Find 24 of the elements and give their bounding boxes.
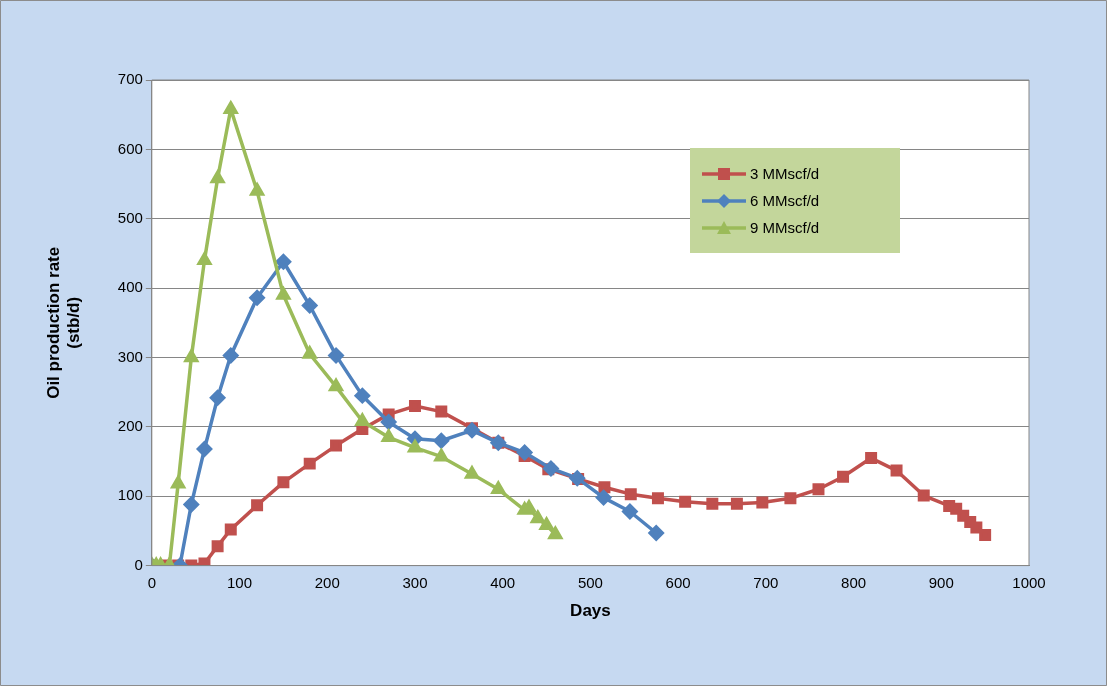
x-tick-label: 0 <box>147 573 156 591</box>
y-tick-label: 0 <box>134 555 143 573</box>
y-tick-label: 300 <box>117 347 143 365</box>
y-axis-title: Oil production rate (stb/d) <box>43 246 84 399</box>
y-tick-label: 700 <box>117 70 143 88</box>
legend-label: 9 MMscf/d <box>750 219 820 236</box>
x-axis-title: Days <box>570 601 611 621</box>
x-tick-label: 300 <box>402 573 428 591</box>
x-tick-label: 700 <box>753 573 779 591</box>
y-tick-label: 500 <box>117 208 143 226</box>
x-tick-label: 200 <box>314 573 340 591</box>
y-tick-label: 200 <box>117 417 143 434</box>
legend-label: 3 MMscf/d <box>750 165 820 182</box>
x-tick-label: 1000 <box>1012 573 1046 591</box>
x-tick-label: 500 <box>577 573 603 591</box>
x-tick-label: 400 <box>490 573 516 591</box>
y-tick-label: 400 <box>117 278 143 296</box>
y-tick-label: 600 <box>117 139 143 157</box>
x-tick-label: 100 <box>227 573 253 591</box>
x-tick-label: 800 <box>841 573 867 591</box>
x-tick-label: 600 <box>665 573 691 591</box>
legend-label: 6 MMscf/d <box>750 192 820 209</box>
x-tick-label: 900 <box>928 573 954 591</box>
y-tick-label: 100 <box>117 486 143 504</box>
